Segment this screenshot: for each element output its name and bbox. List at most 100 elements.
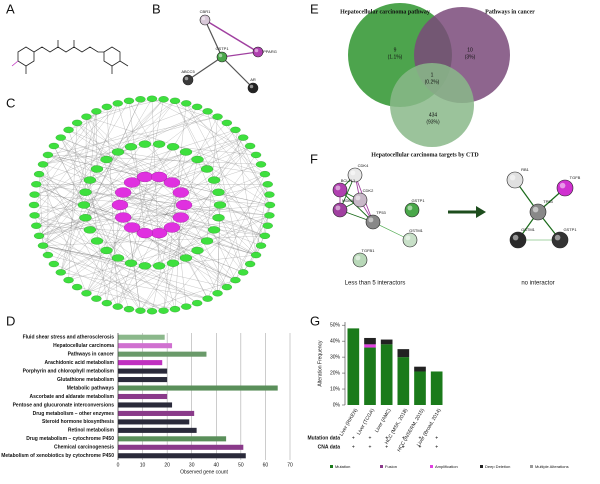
network-edge: [128, 100, 146, 234]
node-highlight: [218, 53, 223, 58]
gene-node: [244, 260, 256, 268]
network-edge: [36, 184, 236, 281]
y-tick-label: Pathways in cancer: [68, 351, 114, 357]
network-edge: [106, 192, 124, 304]
network-edge: [42, 106, 198, 165]
gene-node: [138, 262, 152, 270]
network-node: [252, 46, 264, 58]
gene-node: [124, 259, 138, 267]
y-axis-label: Alteration Frequency: [317, 340, 323, 387]
gene-node: [207, 176, 221, 184]
network-edge: [96, 217, 124, 299]
gene-node: [179, 148, 193, 156]
gene-node: [81, 113, 92, 120]
network-edge: [36, 184, 198, 304]
gene-node: [172, 187, 189, 198]
network-edge: [34, 137, 244, 195]
node-label: GSTM1: [409, 228, 424, 233]
bar-segment: [364, 337, 376, 345]
x-tick-label: 10: [140, 462, 146, 468]
gene-node: [79, 214, 92, 222]
gene-node: [48, 260, 60, 268]
x-tick-label: Liver (AMC): [374, 407, 393, 433]
network-edge: [140, 279, 236, 311]
node-highlight: [249, 84, 254, 89]
network-edge: [39, 235, 208, 299]
node-label: TP53: [376, 210, 386, 215]
gene-node: [83, 226, 97, 234]
row-mark: +: [369, 435, 372, 441]
node-highlight: [407, 205, 413, 211]
network-edge: [34, 194, 270, 216]
y-tick-label: 20%: [330, 370, 341, 376]
gene-node: [42, 251, 54, 259]
y-tick-label: Drug metabolism – other enzymes: [33, 411, 115, 417]
bar: [118, 419, 190, 425]
gene-node: [250, 251, 262, 259]
gene-node: [111, 254, 125, 262]
network-caption: Less than 5 interactors: [345, 281, 406, 287]
network-edge: [264, 204, 271, 236]
bar-segment: [347, 328, 360, 405]
gene-node: [100, 155, 113, 164]
gene-node: [259, 171, 271, 178]
gene-node: [169, 306, 181, 313]
network-edge: [123, 192, 271, 206]
gene-node: [91, 295, 102, 302]
node-label: GSTP1: [215, 46, 229, 51]
network-edge: [42, 143, 160, 165]
network-edge: [36, 99, 164, 226]
network-edge: [36, 204, 271, 226]
network-edge: [185, 257, 208, 299]
gene-node: [202, 108, 213, 115]
gene-node: [136, 171, 154, 183]
y-tick-label: Retinol metabolism: [68, 428, 115, 434]
network-edge: [204, 19, 259, 53]
gene-node: [31, 222, 42, 229]
network-edge: [38, 174, 141, 311]
gene-node: [163, 177, 181, 188]
x-tick-label: 60: [263, 462, 269, 468]
network-edge: [42, 116, 218, 165]
network-caption: no interactor: [521, 281, 554, 287]
bar-segment: [380, 344, 393, 405]
gene-node: [264, 201, 276, 209]
network-node: [182, 74, 194, 86]
node-highlight: [559, 182, 566, 189]
row-mark: +: [419, 444, 422, 450]
gene-node: [31, 181, 42, 188]
network-edge: [68, 98, 153, 131]
gene-node: [152, 262, 166, 270]
gene-node: [244, 142, 256, 150]
gene-node: [212, 188, 225, 196]
gene-node: [262, 222, 273, 229]
bar: [118, 436, 227, 442]
network-edge: [36, 151, 187, 226]
y-tick-label: Metabolism of xenobiotics by cytochrome …: [1, 453, 114, 459]
gene-node: [138, 140, 152, 148]
gene-node: [146, 308, 158, 315]
network-edge: [197, 250, 218, 294]
network-node: [404, 202, 420, 218]
node-highlight: [532, 206, 539, 213]
gene-node: [250, 151, 262, 159]
network-node: [509, 231, 527, 249]
network-node: [332, 202, 348, 218]
gene-node: [37, 161, 49, 168]
legend-swatch: [480, 465, 483, 468]
y-tick-label: Glutathione metabolism: [57, 377, 115, 383]
network-node: [352, 192, 368, 208]
network-edge: [34, 129, 236, 195]
row-mark: +: [385, 435, 388, 441]
y-tick-label: Steroid hormone biosynthesis: [42, 419, 114, 425]
node-label: GSTM1: [521, 227, 536, 232]
y-tick-label: Arachidonic acid metabolism: [45, 360, 115, 366]
bar: [118, 334, 165, 340]
network-edge: [235, 129, 271, 206]
node-highlight: [254, 48, 259, 53]
network-edge: [53, 263, 164, 311]
gene-node: [33, 232, 45, 239]
panel-label: G: [310, 313, 320, 328]
network-edge: [68, 129, 270, 216]
